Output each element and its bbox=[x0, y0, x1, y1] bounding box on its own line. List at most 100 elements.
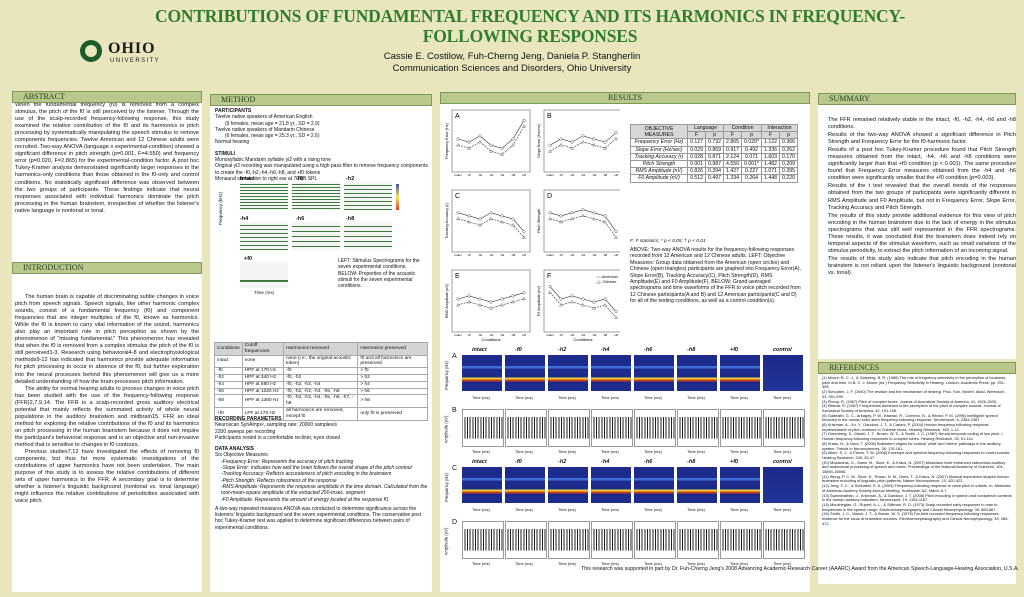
conditions-cell: HPF at 680 Hz bbox=[241, 380, 284, 389]
american-point bbox=[581, 297, 585, 301]
grand-waveform bbox=[462, 409, 504, 447]
chinese-point bbox=[570, 216, 574, 221]
grand-label-0: intact bbox=[472, 347, 487, 353]
grand-x-label: Time (ms) bbox=[644, 395, 662, 400]
american-point bbox=[548, 211, 552, 215]
plot-x-tick: -h8 bbox=[603, 333, 608, 337]
anova-table: OBJECTIVE MEASURES Language Condition In… bbox=[629, 123, 798, 183]
logo-name: OHIO bbox=[108, 40, 156, 57]
american-point bbox=[456, 137, 460, 141]
grand-spectrogram bbox=[505, 355, 545, 391]
american-point bbox=[614, 229, 618, 233]
reference-item: (6) Krishnan, A., Xu, Y., Gandour, J. T.… bbox=[822, 422, 990, 432]
chinese-point bbox=[548, 290, 552, 294]
conditions-row: -h4 HPF at 680 Hz -f0, -h2, -h3, -h4 > h4 bbox=[214, 380, 428, 389]
conditions-cell: -f0, -h2, -h3, -h4, -h5, -h6, -h7, -h8 bbox=[282, 394, 359, 408]
plot-panel-C: C Tracking Accuracy (r) intact -f0 -h2 -h4 -h6… bbox=[445, 189, 531, 257]
spectrogram-intact bbox=[240, 182, 288, 210]
plot-x-tick: -h8 bbox=[511, 253, 516, 257]
legend-entry: -○- American bbox=[596, 275, 618, 279]
grand-x-label: Time (ms) bbox=[601, 561, 619, 566]
anova-measure-header: OBJECTIVE MEASURES bbox=[629, 123, 689, 140]
analysis-heading: DATA ANALYSIS bbox=[215, 446, 254, 453]
grand-label-5: -h8 bbox=[687, 347, 696, 353]
grand-x-label: Time (ms) bbox=[730, 449, 748, 454]
chinese-point bbox=[614, 136, 618, 141]
chinese-point bbox=[489, 149, 493, 153]
american-point bbox=[500, 214, 504, 218]
participants-line-2: (9 females, mean age = 21.8 yr., SD = 2.… bbox=[225, 120, 320, 127]
anova-row: F0 Amplitude (nV) 0.512 0.497 1.334 0.264 1.4… bbox=[629, 174, 798, 183]
plot-x-tick: -h6 bbox=[500, 173, 505, 177]
chinese-point bbox=[511, 299, 515, 304]
anova-cell: 0.071 bbox=[741, 152, 763, 162]
spectrogram-f0 bbox=[292, 182, 340, 210]
grand-spectrogram bbox=[548, 355, 588, 391]
plot-y-label: Tracking Accuracy (r) bbox=[445, 202, 449, 238]
chinese-point bbox=[478, 303, 482, 307]
anova-cell: 0.512 bbox=[687, 174, 707, 183]
column-left: When the fundamental frequency (f0) is r… bbox=[12, 91, 202, 592]
grand-waveform bbox=[720, 409, 762, 447]
grand-x-label: Time (ms) bbox=[687, 395, 705, 400]
conditions-cell: intact bbox=[214, 354, 243, 369]
references-header: REFERENCES bbox=[818, 362, 1016, 374]
intro-paragraph-2: The ability for normal hearing adults to… bbox=[15, 385, 199, 448]
grand-spectrogram bbox=[763, 355, 803, 391]
participants-line-1: Twelve native speakers of American Engli… bbox=[215, 114, 313, 121]
reference-item: (14) Moushegian, G., Rupert, A. L., & St… bbox=[822, 501, 998, 512]
anova-row: Frequency Error (Hz) 0.127 0.732 2.865 0.020… bbox=[629, 138, 798, 147]
grand-spectrogram bbox=[591, 467, 631, 503]
conditions-row: -h6 HPF at 1020 Hz -f0, -h2, -h3, -h4, -h5… bbox=[214, 387, 428, 396]
summary-item: The results of this study provide additi… bbox=[828, 213, 1016, 255]
american-point bbox=[500, 146, 504, 150]
american-point bbox=[478, 297, 482, 301]
grand-spectrogram bbox=[462, 355, 502, 391]
cond-col-header: Harmonics removed bbox=[282, 342, 359, 356]
grand-label-2: -h2 bbox=[558, 347, 567, 353]
chinese-point bbox=[559, 143, 563, 147]
american-point bbox=[581, 134, 585, 138]
anova-sub-header: F bbox=[761, 131, 781, 140]
american-point bbox=[614, 309, 618, 313]
plot-x-tick: -h4 bbox=[489, 253, 494, 257]
anova-cell: 0.264 bbox=[741, 174, 763, 183]
grand-x-label: Time (ms) bbox=[773, 561, 791, 566]
results-caption: ABOVE: Two-way ANOVA results for the fre… bbox=[630, 247, 801, 305]
series-american-line bbox=[549, 209, 617, 232]
plot-x-tick: -h4 bbox=[581, 333, 586, 337]
grand-label-7: control bbox=[773, 459, 792, 465]
participants-line-5: Normal hearing bbox=[215, 139, 250, 146]
plot-x-tick: -h8 bbox=[603, 173, 608, 177]
chinese-point bbox=[478, 139, 482, 144]
spec-label-plus-f0: +f0 bbox=[244, 256, 253, 262]
plot-x-tick: -h4 bbox=[489, 173, 494, 177]
american-point bbox=[478, 134, 482, 138]
plot-panel-D: D Pitch Strength intact -f0 -h2 -h4 -h6 -h8 +f0 bbox=[537, 189, 620, 257]
plot-frame bbox=[451, 269, 531, 333]
anova-cell: 0.127 bbox=[687, 138, 707, 147]
grand-waveform bbox=[720, 521, 762, 559]
grand-label-1: -f0 bbox=[515, 459, 522, 465]
american-point bbox=[478, 217, 482, 221]
grand-label-3: -h4 bbox=[601, 459, 610, 465]
plot-y-label: RMS Amplitude (uV) bbox=[445, 283, 449, 318]
plot-letter: D bbox=[547, 193, 552, 200]
american-point bbox=[592, 211, 596, 215]
anova-cell: 0.917 bbox=[723, 145, 743, 154]
conditions-cell: > h2 bbox=[357, 373, 428, 382]
grand-x-label: Time (ms) bbox=[687, 449, 705, 454]
grand-label-3: -h4 bbox=[601, 347, 610, 353]
grand-label-0: intact bbox=[472, 459, 487, 465]
american-point bbox=[467, 140, 471, 144]
acknowledgement: This research was supported in part by D… bbox=[581, 566, 1019, 572]
grand-waveform bbox=[591, 521, 633, 559]
conditions-cell: > h4 bbox=[357, 380, 428, 389]
conditions-cell: -h2 bbox=[214, 373, 243, 382]
conditions-cell: -h6 bbox=[214, 387, 243, 396]
conditions-row: intact none none (i.e., the original acous… bbox=[214, 354, 428, 369]
chinese-point bbox=[581, 303, 585, 307]
results-panel: A Frequency Error (Hz) intact -f0 -h2 -h4 -h6 -… bbox=[440, 92, 810, 592]
grand-spectrogram bbox=[634, 355, 674, 391]
conditions-cell: f0 and all harmonics are preserved bbox=[357, 354, 428, 369]
